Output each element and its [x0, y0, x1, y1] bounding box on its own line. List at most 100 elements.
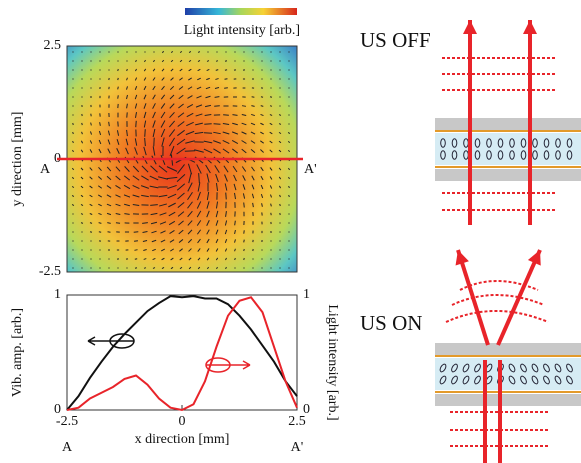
vector-dot: [270, 267, 271, 268]
colorbar: [185, 8, 297, 15]
y-tick-label: 0: [54, 402, 61, 417]
vector-dot: [72, 267, 73, 268]
vector-dot: [117, 267, 118, 268]
vector-arrow: [235, 221, 236, 226]
beam-head: [463, 20, 477, 34]
vector-dot: [90, 87, 91, 88]
vector-dot: [99, 69, 100, 70]
vector-dot: [72, 213, 73, 214]
y2-axis-label: Light intensity [arb.]: [325, 304, 340, 420]
vector-dot: [279, 78, 280, 79]
vector-dot: [288, 96, 289, 97]
vector-dot: [117, 51, 118, 52]
vector-dot: [99, 258, 100, 259]
vector-dot: [81, 258, 82, 259]
vector-dot: [81, 96, 82, 97]
vector-arrow: [90, 223, 92, 224]
vector-dot: [99, 78, 100, 79]
vector-arrow: [135, 259, 137, 260]
vector-dot: [288, 60, 289, 61]
vector-dot: [279, 96, 280, 97]
vector-arrow: [244, 240, 245, 243]
vector-dot: [126, 51, 127, 52]
vector-dot: [270, 78, 271, 79]
annotation: A: [40, 162, 51, 177]
vector-arrow: [134, 250, 137, 251]
vector-dot: [261, 60, 262, 61]
vector-arrow: [90, 232, 92, 233]
vector-dot: [108, 267, 109, 268]
vector-arrow: [216, 61, 218, 62]
vector-arrow: [118, 95, 119, 98]
vector-dot: [270, 240, 271, 241]
vector-arrow: [270, 97, 272, 98]
glass-plate: [435, 118, 581, 130]
vector-dot: [279, 222, 280, 223]
vector-dot: [144, 51, 145, 52]
vector-arrow: [289, 195, 290, 197]
vector-arrow: [134, 241, 138, 242]
vector-arrow: [226, 193, 227, 200]
vector-arrow: [73, 132, 74, 134]
vector-dot: [108, 69, 109, 70]
vector-dot: [288, 240, 289, 241]
vector-dot: [270, 51, 271, 52]
vector-dot: [288, 213, 289, 214]
vector-dot: [99, 51, 100, 52]
lc-layer: [435, 133, 581, 165]
vector-dot: [81, 240, 82, 241]
vector-dot: [108, 258, 109, 259]
vector-dot: [72, 69, 73, 70]
vector-dot: [279, 258, 280, 259]
vector-dot: [270, 69, 271, 70]
vector-dot: [288, 69, 289, 70]
vector-dot: [261, 258, 262, 259]
glass-plate: [435, 394, 581, 406]
vector-dot: [99, 249, 100, 250]
vector-dot: [261, 51, 262, 52]
vector-dot: [261, 69, 262, 70]
vector-dot: [126, 60, 127, 61]
vector-arrow: [271, 204, 272, 207]
vector-dot: [288, 258, 289, 259]
vector-dot: [135, 51, 136, 52]
vector-arrow: [135, 268, 137, 269]
vector-arrow: [145, 129, 146, 137]
vector-dot: [225, 51, 226, 52]
figure: Light intensity [arb.]2.50-2.5y directio…: [0, 0, 581, 463]
vector-arrow: [244, 258, 245, 260]
vector-dot: [90, 69, 91, 70]
vector-dot: [81, 51, 82, 52]
vector-dot: [252, 51, 253, 52]
vector-dot: [72, 96, 73, 97]
vector-dot: [279, 240, 280, 241]
vector-dot: [90, 60, 91, 61]
vector-arrow: [127, 69, 128, 71]
vector-dot: [243, 60, 244, 61]
vector-arrow: [109, 122, 110, 126]
vector-arrow: [136, 121, 137, 127]
y2-tick-label: 1: [303, 287, 310, 302]
vector-dot: [72, 231, 73, 232]
vector-dot: [270, 258, 271, 259]
vector-dot: [234, 60, 235, 61]
vector-dot: [81, 78, 82, 79]
vector-dot: [72, 258, 73, 259]
vector-arrow: [199, 173, 200, 183]
vector-dot: [270, 87, 271, 88]
vector-dot: [117, 60, 118, 61]
vector-dot: [108, 51, 109, 52]
vector-dot: [108, 60, 109, 61]
vector-arrow: [225, 61, 227, 62]
vector-arrow: [91, 123, 92, 126]
vector-dot: [81, 267, 82, 268]
vector-dot: [81, 60, 82, 61]
vector-dot: [90, 258, 91, 259]
vector-arrow: [261, 106, 264, 107]
vector-arrow: [150, 205, 158, 206]
vector-dot: [90, 240, 91, 241]
vector-arrow: [100, 122, 101, 126]
vector-dot: [270, 249, 271, 250]
y-tick-label: 1: [54, 287, 61, 302]
state-label: US OFF: [360, 28, 431, 52]
